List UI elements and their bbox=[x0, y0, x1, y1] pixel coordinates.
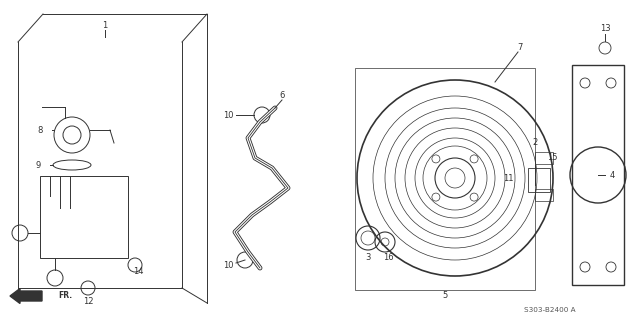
Bar bbox=[535, 189, 553, 201]
FancyArrow shape bbox=[10, 289, 42, 303]
Text: 13: 13 bbox=[600, 23, 611, 33]
Bar bbox=[535, 152, 553, 164]
Text: 10: 10 bbox=[223, 110, 233, 119]
Text: 16: 16 bbox=[383, 253, 394, 262]
Bar bbox=[572, 65, 624, 285]
Text: S303-B2400 A: S303-B2400 A bbox=[524, 307, 576, 313]
Text: 5: 5 bbox=[442, 291, 447, 300]
Text: 7: 7 bbox=[517, 44, 523, 52]
Text: 2: 2 bbox=[532, 138, 538, 147]
Text: 8: 8 bbox=[37, 125, 43, 134]
Text: 1: 1 bbox=[102, 20, 108, 29]
Text: 10: 10 bbox=[223, 260, 233, 269]
Text: 9: 9 bbox=[35, 161, 40, 170]
Bar bbox=[40, 176, 128, 258]
Text: 6: 6 bbox=[279, 91, 285, 100]
Text: 12: 12 bbox=[83, 298, 93, 307]
Text: 11: 11 bbox=[503, 173, 513, 182]
Text: 15: 15 bbox=[547, 154, 557, 163]
Text: 3: 3 bbox=[365, 253, 371, 262]
Text: FR.: FR. bbox=[58, 292, 72, 300]
Text: 4: 4 bbox=[609, 171, 614, 180]
Text: 14: 14 bbox=[132, 268, 143, 276]
Bar bbox=[355, 68, 535, 290]
Bar bbox=[528, 168, 550, 192]
